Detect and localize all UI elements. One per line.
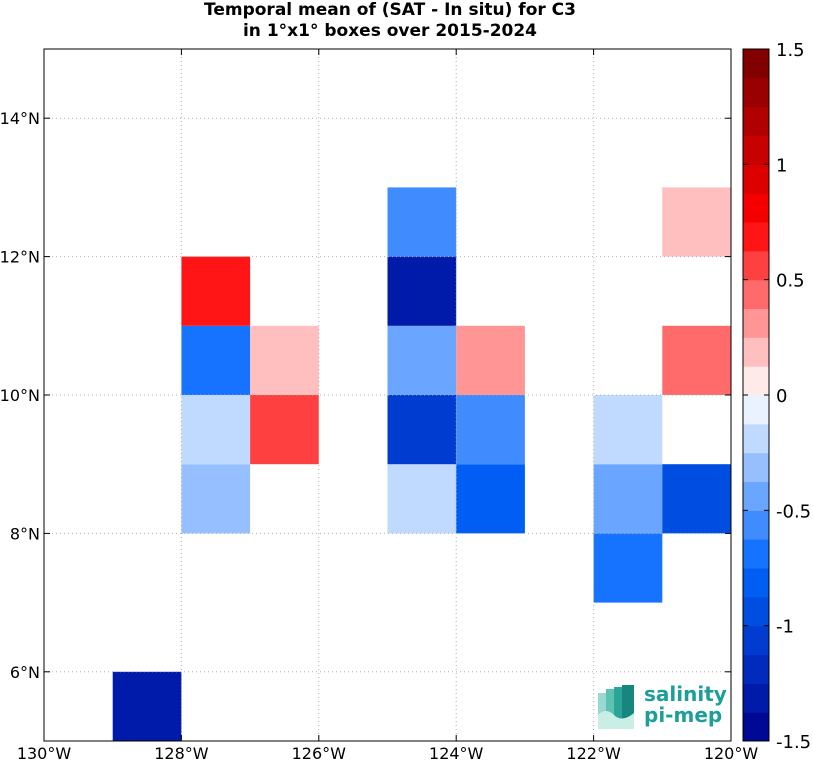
x-tick-label: 124°W [429,744,484,763]
heatmap-cell [662,464,731,534]
colorbar-tick-label: 0 [776,386,787,407]
heatmap-cell [112,671,182,741]
heatmap-cell [181,395,251,465]
colorbar-swatch [743,77,769,108]
colorbar-swatch [743,222,769,252]
x-tick-label: 128°W [154,744,209,763]
colorbar-swatch [743,366,769,396]
x-tick-label: 120°W [704,744,759,763]
colorbar-swatch [743,568,769,598]
heatmap-cell [181,256,251,326]
wave-logo-icon [598,685,634,729]
y-tick-label: 10°N [0,386,40,405]
heatmap-cell [593,533,663,603]
y-tick-label: 6°N [10,663,40,682]
colorbar-swatch [743,625,769,655]
heatmap-cell [181,325,251,395]
chart-subtitle: in 1°x1° boxes over 2015-2024 [242,21,538,41]
colorbar-tick-label: -1.5 [776,732,811,753]
colorbar-swatch [743,106,769,136]
colorbar-swatch [743,250,769,281]
colorbar-swatch [743,596,769,627]
heatmap-cell [593,395,663,465]
heatmap-cell [387,325,457,395]
x-tick-label: 122°W [566,744,621,763]
colorbar-swatch [743,49,769,79]
colorbar-swatch [743,337,769,367]
heatmap-cell [250,395,319,465]
x-tick-label: 130°W [17,744,72,763]
x-tick-label: 126°W [292,744,347,763]
y-tick-label: 14°N [0,109,40,128]
heatmap-cell [593,464,663,534]
logo-text-pi-mep: pi-mep [644,703,723,727]
heatmap-cell [662,187,731,257]
heatmap-cell [456,464,525,534]
heatmap-cell [387,187,457,257]
colorbar-swatch [743,683,769,713]
colorbar-swatch [743,423,769,454]
heatmap-cell [662,325,731,395]
heatmap-cell [250,325,319,395]
colorbar-swatch [743,308,769,338]
colorbar-tick-label: 1.5 [776,40,805,61]
colorbar-swatch [743,164,769,194]
heatmap-cell [387,464,457,534]
colorbar-tick-label: -0.5 [776,501,811,522]
y-tick-label: 8°N [10,524,40,543]
colorbar-swatch [743,539,769,569]
chart-title: Temporal mean of (SAT - In situ) for C3 [204,0,576,20]
heatmap-cell [181,464,251,534]
heatmap-cell [387,395,457,465]
colorbar-swatch [743,712,769,742]
colorbar-swatch [743,654,769,684]
colorbar-swatch [743,395,769,425]
colorbar-swatch [743,510,769,540]
colorbar-swatch [743,193,769,223]
colorbar-tick-label: 1 [776,155,787,176]
colorbar-swatch [743,481,769,511]
colorbar-swatch [743,135,769,165]
heatmap-cell [456,395,525,465]
colorbar-tick-label: 0.5 [776,271,805,292]
logo-text-salinity: salinity [644,682,727,706]
salinity-pi-mep-logo: salinity pi-mep [596,683,731,731]
colorbar-swatch [743,279,769,309]
heatmap-cell [387,256,457,326]
colorbar-swatch [743,452,769,482]
colorbar-tick-label: -1 [776,617,794,638]
y-tick-label: 12°N [0,248,40,267]
heatmap-cell [456,325,525,395]
